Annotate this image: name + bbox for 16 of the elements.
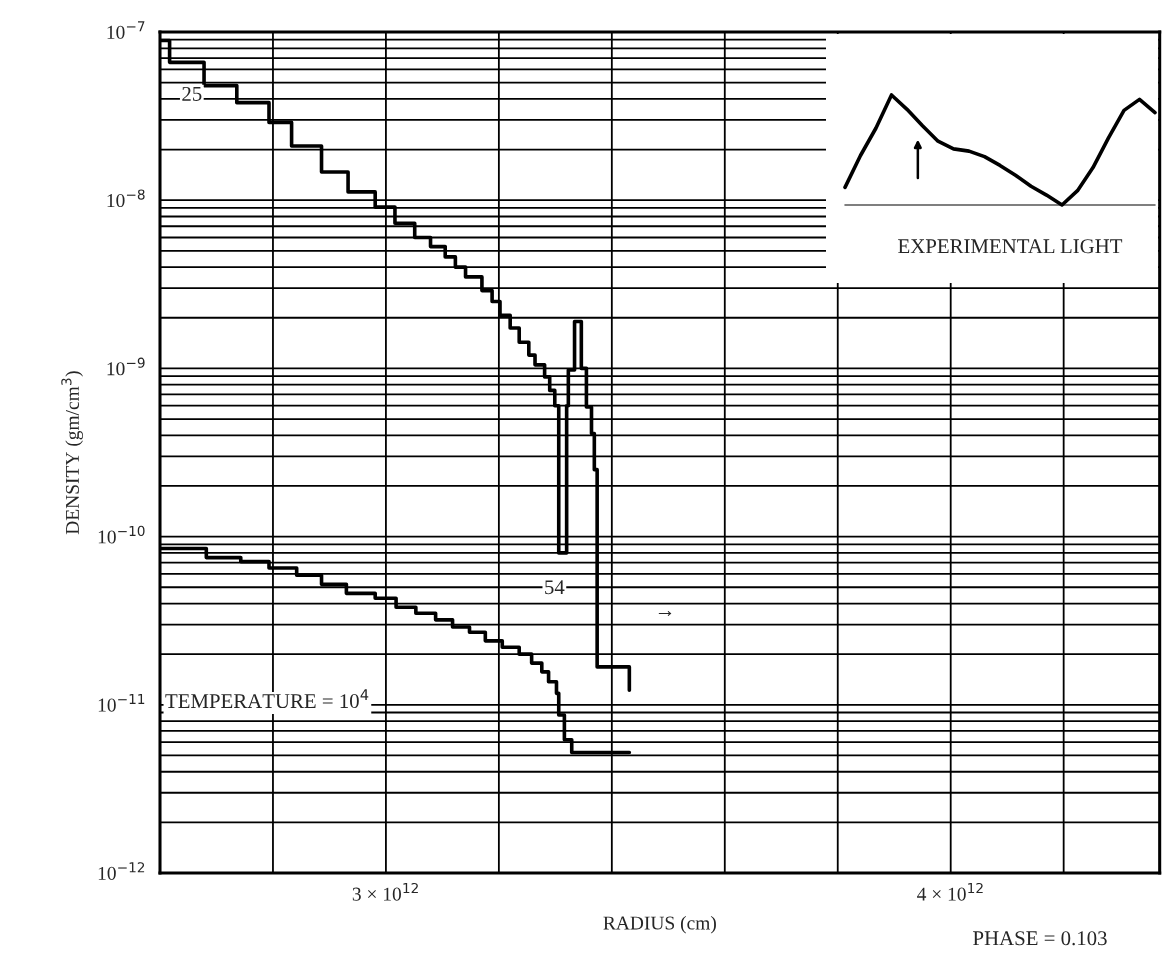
y-axis-title: DENSITY (gm/cm$^{3}$): [61, 371, 83, 535]
y-tick-label: 10$^{−9}$: [107, 357, 145, 376]
annotation: TEMPERATURE = 10$^{4}$: [165, 689, 369, 709]
y-tick-label: 10$^{−11}$: [98, 694, 145, 712]
annotation: 54: [545, 580, 565, 595]
y-tick-label: 10$^{−7}$: [107, 21, 145, 39]
annotation: EXPERIMENTAL LIGHT: [898, 239, 1123, 254]
y-tick-label: 10$^{−10}$: [98, 525, 145, 544]
text: PHASE = 0.103: [973, 931, 1107, 946]
x-tick-label: 3 × 10$^{12}$: [352, 882, 418, 901]
x-tick-label: 4 × 10$^{12}$: [917, 882, 983, 901]
annotation: →: [658, 611, 672, 616]
x-axis-title: RADIUS (cm): [603, 915, 716, 934]
annotation: 25: [182, 86, 202, 101]
y-tick-label: 10$^{−8}$: [107, 189, 145, 208]
y-tick-label: 10$^{−12}$: [98, 862, 145, 880]
